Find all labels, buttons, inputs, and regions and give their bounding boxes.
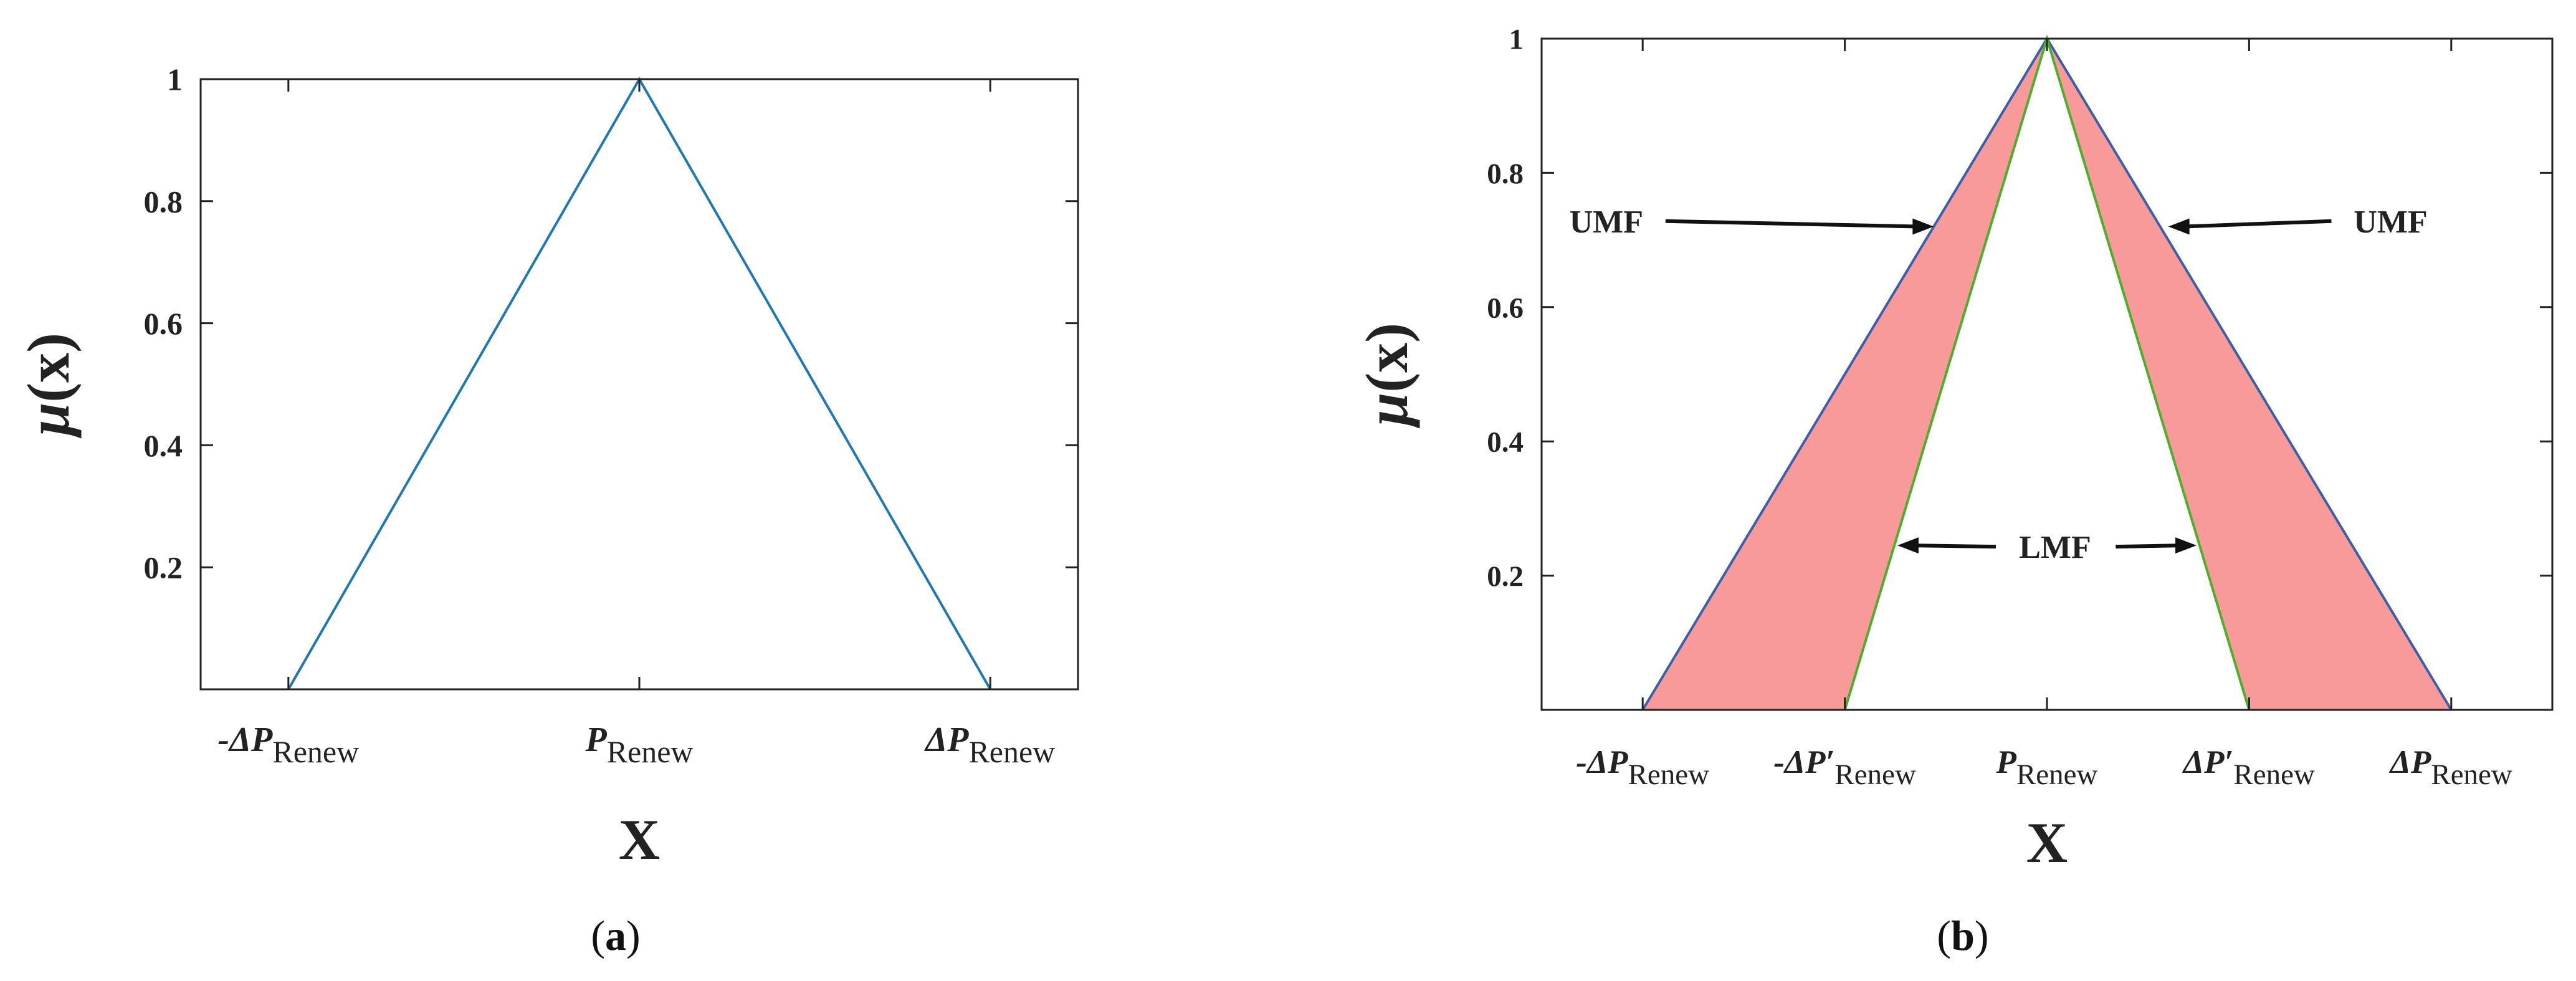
x-tick-label: -ΔP′Renew — [1773, 744, 1916, 791]
annotation-arrow-shaft — [1665, 219, 1919, 229]
y-tick-label: 0.2 — [144, 550, 183, 585]
annotation-arrow-shaft — [2116, 543, 2182, 549]
x-axis-title: X — [2026, 811, 2068, 874]
axes-frame — [1540, 37, 2554, 711]
y-tick-label: 1 — [1509, 23, 1524, 55]
annotation-label: UMF — [2354, 204, 2427, 240]
chart-panel-b: 0.2 0.4 0.6 0.8 1 -ΔPRenew -ΔP′Renew PRenew ΔP′R… — [1353, 23, 2554, 959]
x-tick-label: -ΔPRenew — [1576, 744, 1709, 791]
annotation-arrow-head — [2175, 537, 2197, 554]
y-tick-label: 0.8 — [1487, 158, 1524, 190]
y-axis-title: μ(x) — [1353, 323, 1420, 429]
annotation-arrow-shaft — [1912, 543, 1996, 549]
x-axis-title: X — [619, 808, 660, 871]
y-tick-label: 0.2 — [1487, 560, 1524, 593]
series-line-1 — [287, 76, 991, 690]
panel-label: (a) — [591, 912, 640, 959]
y-tick-label: 1 — [167, 62, 183, 97]
x-tick-label: PRenew — [584, 720, 693, 769]
y-tick-label: 0.6 — [1487, 292, 1524, 324]
annotation-arrow-shaft — [2183, 219, 2332, 229]
y-tick-label: 0.8 — [144, 184, 183, 219]
annotation-label: LMF — [2019, 530, 2091, 565]
x-tick-label: ΔPRenew — [2389, 744, 2512, 791]
annotation-arrow-head — [1897, 537, 1919, 554]
y-tick-label: 0.6 — [144, 306, 183, 341]
annotation-arrow-head — [1912, 218, 1934, 235]
x-tick-label: ΔP′Renew — [2182, 744, 2315, 791]
panel-label: (b) — [1937, 912, 1988, 959]
chart-panel-a: 0.2 0.4 0.6 0.8 1 -ΔPRenew PRenew ΔPRenew Xμ(x) (… — [15, 62, 1079, 959]
y-tick-label: 0.4 — [1487, 426, 1524, 459]
annotation-label: UMF — [1570, 204, 1643, 240]
y-axis-title: μ(x) — [15, 333, 82, 439]
annotation-arrow-head — [2168, 218, 2190, 235]
y-tick-label: 0.4 — [144, 428, 183, 463]
axes-frame — [199, 78, 1079, 691]
x-tick-label: ΔPRenew — [924, 720, 1055, 769]
x-tick-label: -ΔPRenew — [217, 720, 359, 769]
x-tick-label: PRenew — [1996, 744, 2098, 791]
